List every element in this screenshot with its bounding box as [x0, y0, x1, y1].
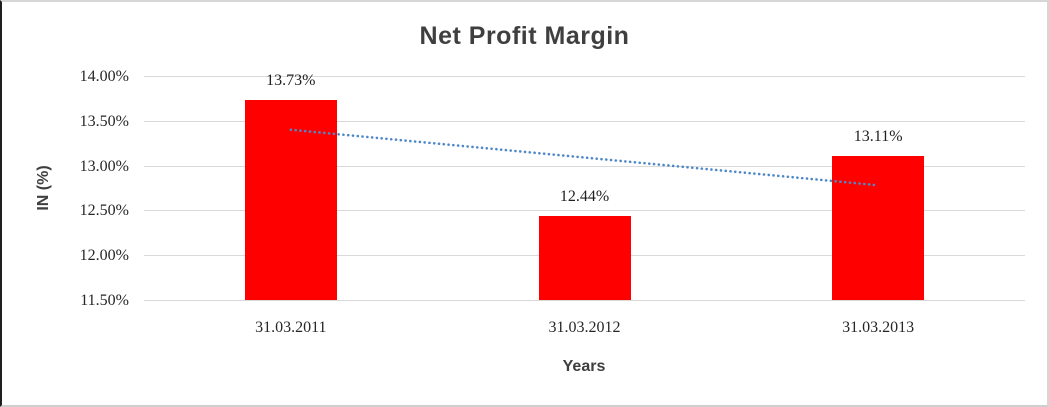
y-tick-label: 12.50%	[79, 202, 129, 220]
y-tick-label: 14.00%	[79, 68, 129, 85]
x-axis-title: Years	[562, 358, 606, 375]
trendline	[289, 128, 880, 187]
chart-title: Net Profit Margin	[419, 22, 630, 50]
x-tick-label: 31.03.2012	[548, 319, 621, 336]
y-tick-label: 12.00%	[79, 247, 129, 265]
gridline	[144, 76, 1025, 77]
y-tick-label: 13.00%	[79, 157, 129, 175]
gridline	[144, 165, 1025, 167]
trendline-path	[289, 128, 880, 187]
x-tick-label: 31.03.2013	[842, 319, 915, 336]
y-tick-label: 13.50%	[79, 112, 129, 130]
bar	[244, 100, 337, 300]
gridline	[144, 300, 1025, 301]
y-tick-label: 11.50%	[80, 292, 129, 309]
bar-value-label: 12.44%	[559, 187, 610, 205]
gridline	[144, 120, 1025, 122]
x-tick-label: 31.03.2011	[255, 319, 327, 336]
bar	[538, 215, 631, 300]
bar	[832, 155, 925, 300]
bar-value-label: 13.73%	[266, 72, 316, 90]
bar-value-label: 13.11%	[853, 127, 903, 145]
gridline	[144, 210, 1025, 212]
